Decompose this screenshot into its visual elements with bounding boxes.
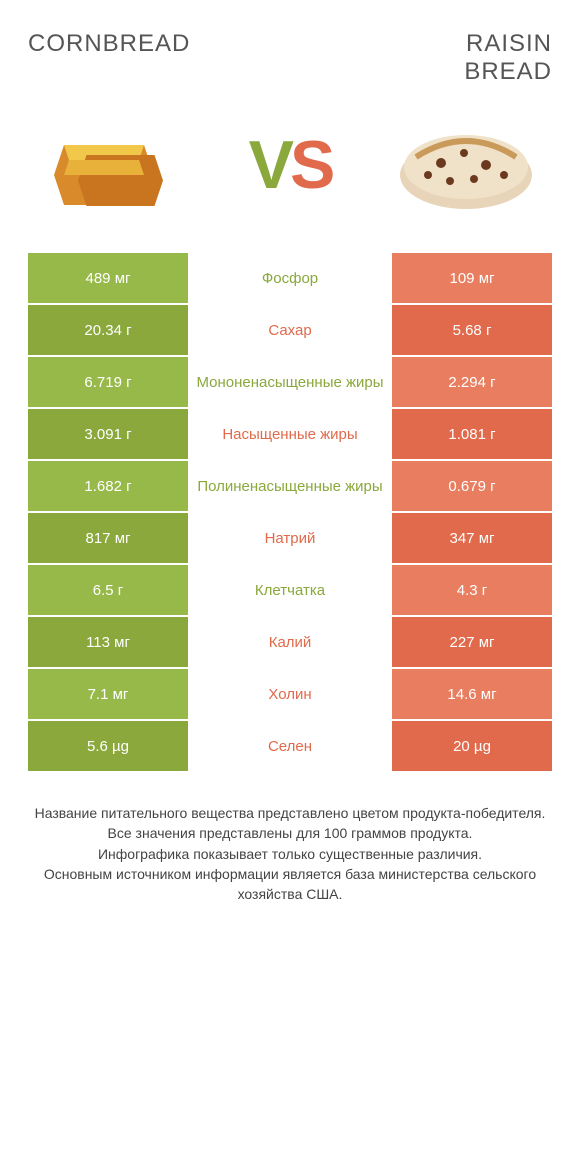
nutrient-label: Холин (188, 669, 392, 719)
footnote-line: Все значения представлены для 100 граммо… (34, 823, 546, 843)
value-right: 5.68 г (392, 305, 552, 355)
footnote-line: Основным источником информации является … (34, 864, 546, 905)
table-row: 1.682 гПолиненасыщенные жиры0.679 г (28, 461, 552, 513)
table-row: 5.6 µgСелен20 µg (28, 721, 552, 773)
vs-s: S (290, 127, 331, 203)
hero-row: VS (28, 105, 552, 225)
footnote: Название питательного вещества представл… (28, 803, 552, 904)
table-row: 817 мгНатрий347 мг (28, 513, 552, 565)
nutrient-label: Селен (188, 721, 392, 771)
table-row: 20.34 гСахар5.68 г (28, 305, 552, 357)
infographic-root: CORNBREAD RAISIN BREAD VS (0, 0, 580, 1174)
vs-label: VS (249, 126, 332, 204)
value-left: 20.34 г (28, 305, 188, 355)
value-right: 14.6 мг (392, 669, 552, 719)
nutrient-table: 489 мгФосфор109 мг20.34 гСахар5.68 г6.71… (28, 253, 552, 773)
value-right: 227 мг (392, 617, 552, 667)
table-row: 113 мгКалий227 мг (28, 617, 552, 669)
nutrient-label: Фосфор (188, 253, 392, 303)
table-row: 6.5 гКлетчатка4.3 г (28, 565, 552, 617)
table-row: 489 мгФосфор109 мг (28, 253, 552, 305)
table-row: 7.1 мгХолин14.6 мг (28, 669, 552, 721)
value-left: 6.719 г (28, 357, 188, 407)
table-row: 3.091 гНасыщенные жиры1.081 г (28, 409, 552, 461)
value-left: 7.1 мг (28, 669, 188, 719)
value-right: 0.679 г (392, 461, 552, 511)
nutrient-label: Клетчатка (188, 565, 392, 615)
value-left: 3.091 г (28, 409, 188, 459)
title-right: RAISIN BREAD (464, 30, 552, 85)
value-right: 1.081 г (392, 409, 552, 459)
title-right-line2: BREAD (464, 58, 552, 85)
value-left: 1.682 г (28, 461, 188, 511)
nutrient-label: Насыщенные жиры (188, 409, 392, 459)
value-right: 20 µg (392, 721, 552, 771)
value-right: 4.3 г (392, 565, 552, 615)
footnote-line: Название питательного вещества представл… (34, 803, 546, 823)
value-left: 6.5 г (28, 565, 188, 615)
value-left: 113 мг (28, 617, 188, 667)
nutrient-label: Натрий (188, 513, 392, 563)
value-left: 5.6 µg (28, 721, 188, 771)
footnote-line: Инфографика показывает только существенн… (34, 844, 546, 864)
title-row: CORNBREAD RAISIN BREAD (28, 30, 552, 85)
value-right: 347 мг (392, 513, 552, 563)
table-row: 6.719 гМононенасыщенные жиры2.294 г (28, 357, 552, 409)
nutrient-label: Калий (188, 617, 392, 667)
value-left: 489 мг (28, 253, 188, 303)
nutrient-label: Полиненасыщенные жиры (188, 461, 392, 511)
vs-v: V (249, 127, 290, 203)
raisin-bread-image (386, 105, 546, 225)
value-left: 817 мг (28, 513, 188, 563)
value-right: 2.294 г (392, 357, 552, 407)
value-right: 109 мг (392, 253, 552, 303)
nutrient-label: Сахар (188, 305, 392, 355)
nutrient-label: Мононенасыщенные жиры (188, 357, 392, 407)
cornbread-image (34, 105, 194, 225)
title-right-line1: RAISIN (466, 30, 552, 57)
title-left: CORNBREAD (28, 30, 190, 58)
